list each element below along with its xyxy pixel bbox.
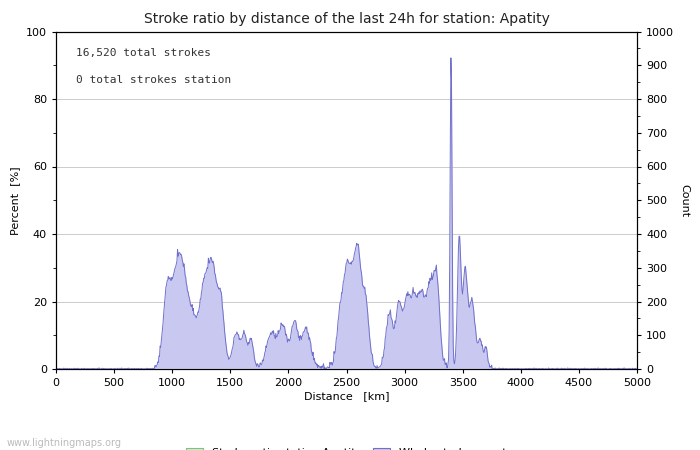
Text: 16,520 total strokes: 16,520 total strokes [76, 49, 211, 58]
Title: Stroke ratio by distance of the last 24h for station: Apatity: Stroke ratio by distance of the last 24h… [144, 12, 550, 26]
Y-axis label: Count: Count [680, 184, 689, 217]
Text: 0 total strokes station: 0 total strokes station [76, 75, 232, 86]
Text: www.lightningmaps.org: www.lightningmaps.org [7, 438, 122, 448]
Y-axis label: Percent  [%]: Percent [%] [10, 166, 20, 234]
X-axis label: Distance   [km]: Distance [km] [304, 391, 389, 401]
Legend: Stroke ratio station Apatity, Whole stroke count: Stroke ratio station Apatity, Whole stro… [186, 448, 507, 450]
